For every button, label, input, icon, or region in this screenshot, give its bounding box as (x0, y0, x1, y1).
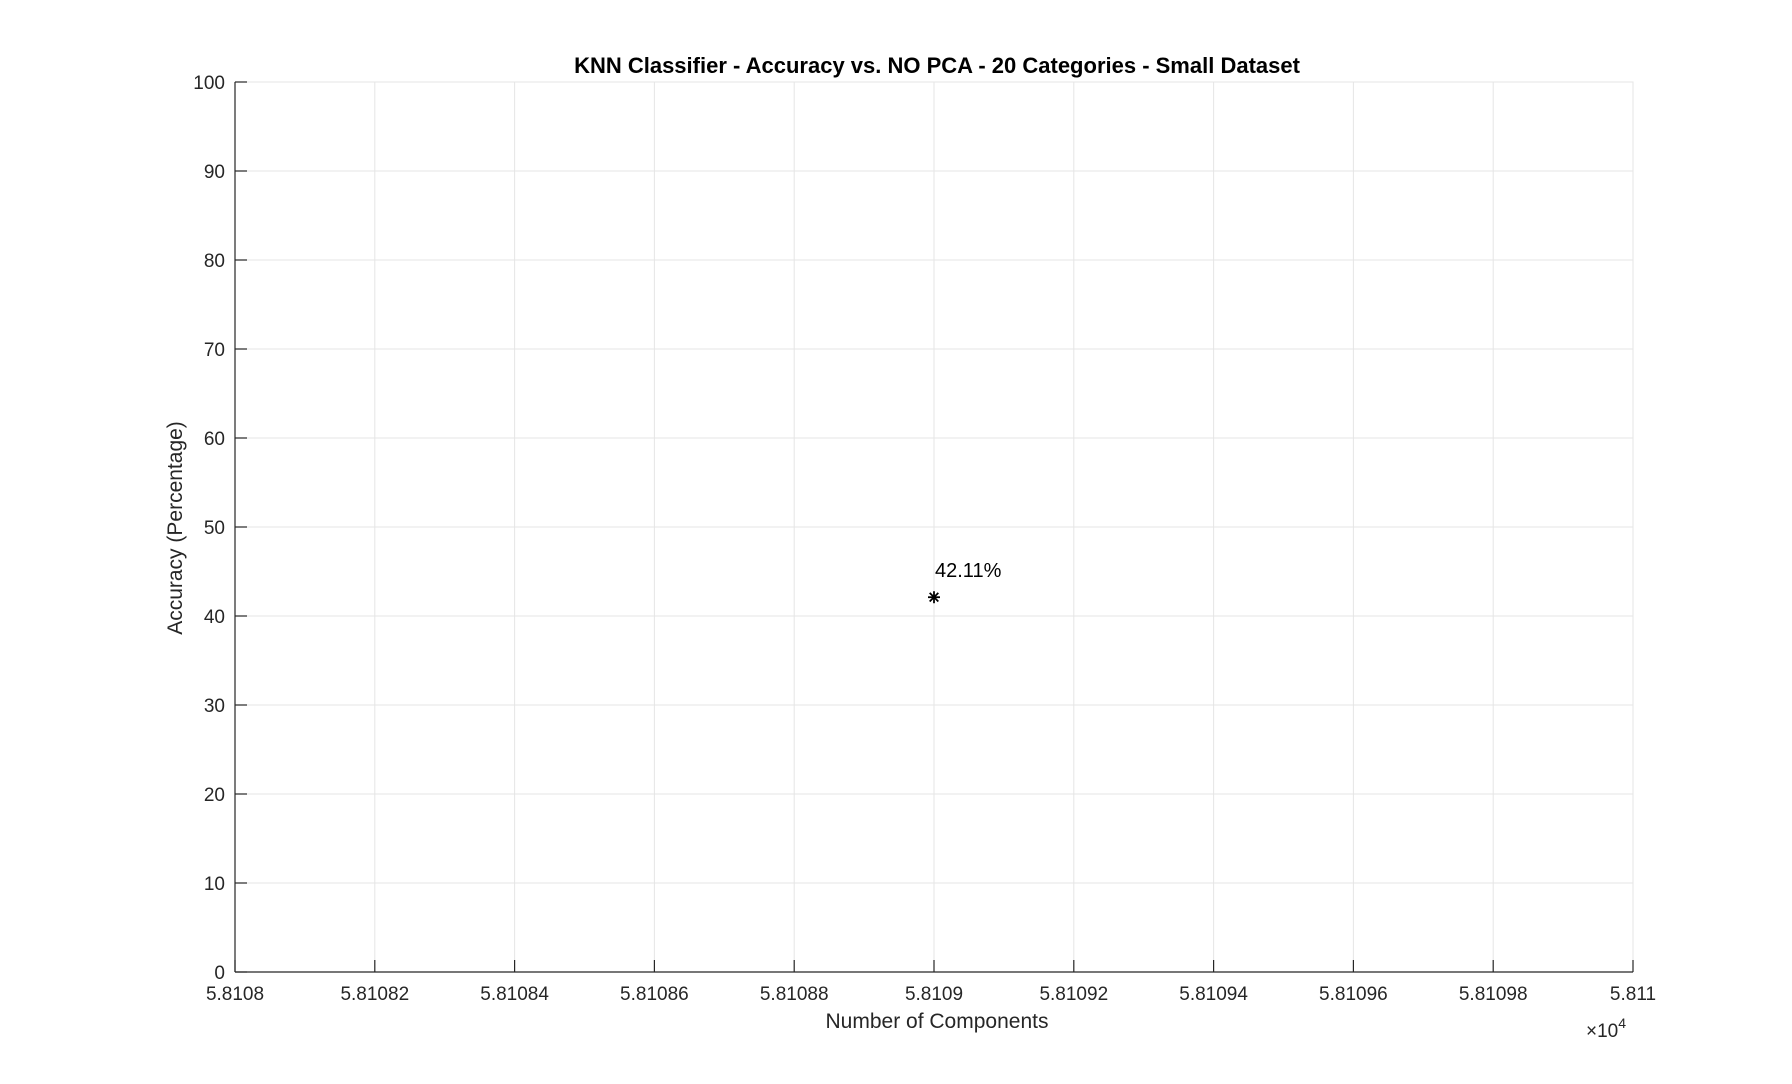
data-point-stroke-d2 (929, 592, 939, 603)
x-tick-label: 5.81084 (480, 984, 549, 1005)
y-tick-label: 50 (204, 518, 225, 539)
chart-title: KNN Classifier - Accuracy vs. NO PCA - 2… (574, 53, 1301, 78)
grid (235, 81, 1634, 972)
data-point (928, 591, 940, 604)
y-tick-label: 70 (204, 340, 225, 361)
data-marks: 42.11% (928, 560, 1002, 604)
y-tick-label: 40 (204, 607, 225, 628)
x-axis-label: Number of Components (826, 1010, 1049, 1033)
ticks: 5.8108 5.81082 5.81084 5.81086 5.81088 5.8109… (193, 73, 1656, 1005)
x-tick-label: 5.81086 (620, 984, 689, 1005)
x-tick-label: 5.811 (1610, 984, 1656, 1005)
y-tick-label: 10 (204, 874, 225, 895)
x-axis-exponent: ×104 (1586, 1015, 1626, 1042)
data-label: 42.11% (935, 560, 1002, 582)
x-axis-exponent-base: ×10 (1586, 1021, 1618, 1042)
y-tick-label: 0 (214, 963, 225, 984)
x-tick-label: 5.81094 (1179, 984, 1248, 1005)
x-tick-label: 5.8108 (206, 984, 264, 1005)
x-axis-exponent-power: 4 (1618, 1015, 1626, 1031)
y-tick-label: 60 (204, 429, 225, 450)
y-tick-label: 80 (204, 251, 225, 272)
y-tick-label: 100 (193, 73, 225, 94)
y-tick-label: 30 (204, 696, 225, 717)
x-tick-label: 5.81092 (1039, 984, 1108, 1005)
x-tick-label: 5.81082 (340, 984, 409, 1005)
y-axis-label: Accuracy (Percentage) (164, 421, 187, 635)
x-tick-label: 5.81098 (1459, 984, 1528, 1005)
x-tick-label: 5.81096 (1319, 984, 1388, 1005)
x-tick-label: 5.81088 (760, 984, 829, 1005)
y-tick-label: 20 (204, 785, 225, 806)
y-tick-label: 90 (204, 162, 225, 183)
x-tick-label: 5.8109 (905, 984, 963, 1005)
